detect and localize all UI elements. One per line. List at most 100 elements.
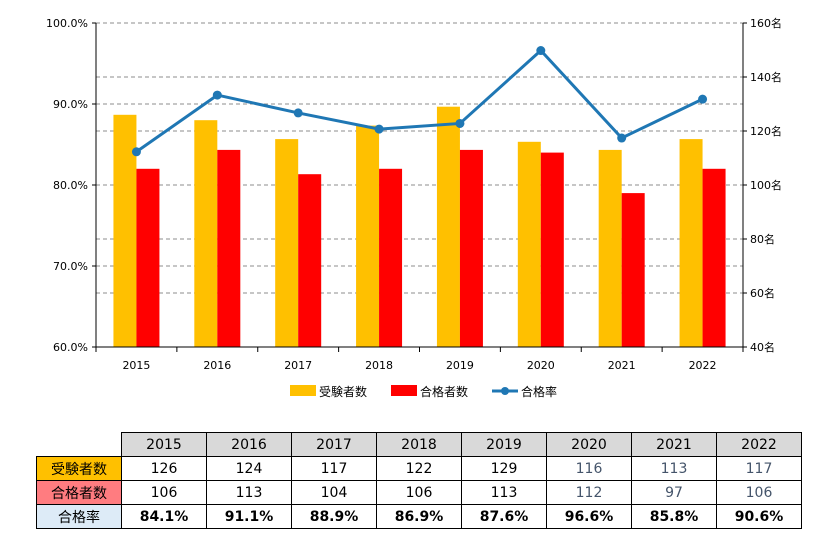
left-tick-label: 80.0%	[53, 179, 88, 192]
bar-passers	[459, 149, 483, 347]
table-cell: 90.6%	[716, 504, 802, 529]
rate-point	[374, 124, 384, 134]
legend-label: 合格率	[521, 384, 557, 399]
bar-passers	[621, 193, 645, 347]
table-cell: 112	[546, 480, 632, 505]
rate-line-path	[135, 48, 704, 154]
gridlines	[96, 22, 743, 294]
rate-point	[455, 118, 465, 128]
right-tick-label: 40名	[750, 340, 775, 354]
table-cell: 85.8%	[631, 504, 717, 529]
table-row-pass-rate: 合格率 84.1% 91.1% 88.9% 86.9% 87.6% 96.6% …	[36, 504, 802, 529]
bar-examinees	[275, 139, 299, 347]
table-cell: 113	[461, 480, 547, 505]
bar-examinees	[679, 139, 703, 347]
bar-passers	[217, 149, 241, 347]
table-header-row: 2015 2016 2017 2018 2019 2020 2021 2022	[36, 432, 802, 457]
table-cell: 106	[121, 480, 207, 505]
x-tick-label: 2016	[203, 359, 231, 372]
table-cell: 122	[376, 456, 462, 481]
table-year: 2015	[121, 432, 207, 457]
rate-line	[131, 46, 708, 157]
bar-passers	[379, 168, 403, 347]
table-corner	[36, 432, 122, 457]
left-tick-label: 100.0%	[46, 17, 88, 30]
right-tick-label: 140名	[750, 70, 782, 84]
left-tick-label: 60.0%	[53, 341, 88, 354]
x-tick-label: 2019	[446, 359, 474, 372]
x-tick-label: 2018	[365, 359, 393, 372]
x-tick-label: 2015	[122, 359, 150, 372]
x-tick-label: 2022	[689, 359, 717, 372]
table-year: 2016	[206, 432, 292, 457]
axes	[92, 22, 747, 352]
rate-point	[212, 90, 222, 100]
right-tick-label: 120名	[750, 124, 782, 138]
chart: 60.0% 70.0% 80.0% 90.0% 100.0% 40名 60名 80名 100名…	[46, 16, 782, 399]
right-tick-label: 160名	[750, 16, 782, 30]
left-tick-label: 70.0%	[53, 260, 88, 273]
table-year: 2020	[546, 432, 632, 457]
bar-examinees	[113, 114, 137, 347]
table-cell: 84.1%	[121, 504, 207, 529]
bar-examinees	[356, 125, 380, 347]
rate-point	[293, 108, 303, 118]
table-cell: 124	[206, 456, 292, 481]
legend: 受験者数 合格者数 合格率	[290, 384, 557, 399]
left-tick-label: 90.0%	[53, 98, 88, 111]
table-cell: 116	[546, 456, 632, 481]
rate-point	[131, 147, 141, 157]
row-label-pass-rate: 合格率	[36, 504, 122, 529]
table-year: 2022	[716, 432, 802, 457]
x-axis-ticks: 2015 2016 2017 2018 2019 2020 2021 2022	[122, 359, 716, 372]
rate-point	[698, 94, 708, 104]
bar-passers	[540, 152, 564, 347]
bar-examinees	[194, 120, 218, 347]
table-cell: 113	[631, 456, 717, 481]
table-year: 2017	[291, 432, 377, 457]
x-tick-label: 2017	[284, 359, 312, 372]
bar-passers	[702, 168, 726, 347]
right-tick-label: 60名	[750, 286, 775, 300]
x-tick-label: 2021	[608, 359, 636, 372]
table-year: 2021	[631, 432, 717, 457]
bar-examinees	[598, 149, 622, 347]
table-cell: 106	[716, 480, 802, 505]
right-tick-label: 80名	[750, 232, 775, 246]
rate-point	[617, 133, 627, 143]
table-cell: 126	[121, 456, 207, 481]
table-cell: 106	[376, 480, 462, 505]
data-table: 2015 2016 2017 2018 2019 2020 2021 2022 …	[36, 432, 802, 529]
row-label-passers: 合格者数	[36, 480, 122, 505]
table-year: 2018	[376, 432, 462, 457]
legend-label: 合格者数	[420, 384, 468, 399]
table-cell: 96.6%	[546, 504, 632, 529]
table-cell: 104	[291, 480, 377, 505]
bar-passers	[136, 168, 160, 347]
table-cell: 113	[206, 480, 292, 505]
legend-swatch	[391, 385, 417, 396]
table-row-passers: 合格者数 106 113 104 106 113 112 97 106	[36, 480, 802, 505]
table-cell: 117	[716, 456, 802, 481]
table-year: 2019	[461, 432, 547, 457]
rate-point	[536, 46, 546, 56]
table-cell: 88.9%	[291, 504, 377, 529]
row-label-examinees: 受験者数	[36, 456, 122, 481]
bar-examinees	[436, 106, 460, 347]
bar-examinees	[517, 141, 541, 347]
legend-label: 受験者数	[319, 384, 367, 399]
legend-swatch	[290, 385, 316, 396]
x-tick-label: 2020	[527, 359, 555, 372]
left-axis-ticks: 60.0% 70.0% 80.0% 90.0% 100.0%	[46, 17, 88, 354]
right-axis-ticks: 40名 60名 80名 100名 120名 140名 160名	[750, 16, 782, 354]
table-cell: 129	[461, 456, 547, 481]
right-tick-label: 100名	[750, 178, 782, 192]
table-cell: 86.9%	[376, 504, 462, 529]
table-row-examinees: 受験者数 126 124 117 122 129 116 113 117	[36, 456, 802, 481]
table-cell: 87.6%	[461, 504, 547, 529]
table-cell: 97	[631, 480, 717, 505]
bar-passers	[298, 174, 322, 347]
bars	[113, 106, 726, 347]
table-cell: 91.1%	[206, 504, 292, 529]
legend-marker	[501, 387, 509, 395]
